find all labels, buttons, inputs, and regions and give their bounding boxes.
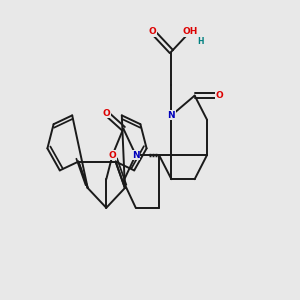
Text: O: O [216, 91, 223, 100]
Text: O: O [149, 27, 157, 36]
Text: H: H [197, 37, 203, 46]
Text: N: N [132, 151, 140, 160]
Text: N: N [168, 111, 175, 120]
Text: O: O [102, 109, 110, 118]
Text: O: O [109, 151, 116, 160]
Text: OH: OH [182, 27, 198, 36]
